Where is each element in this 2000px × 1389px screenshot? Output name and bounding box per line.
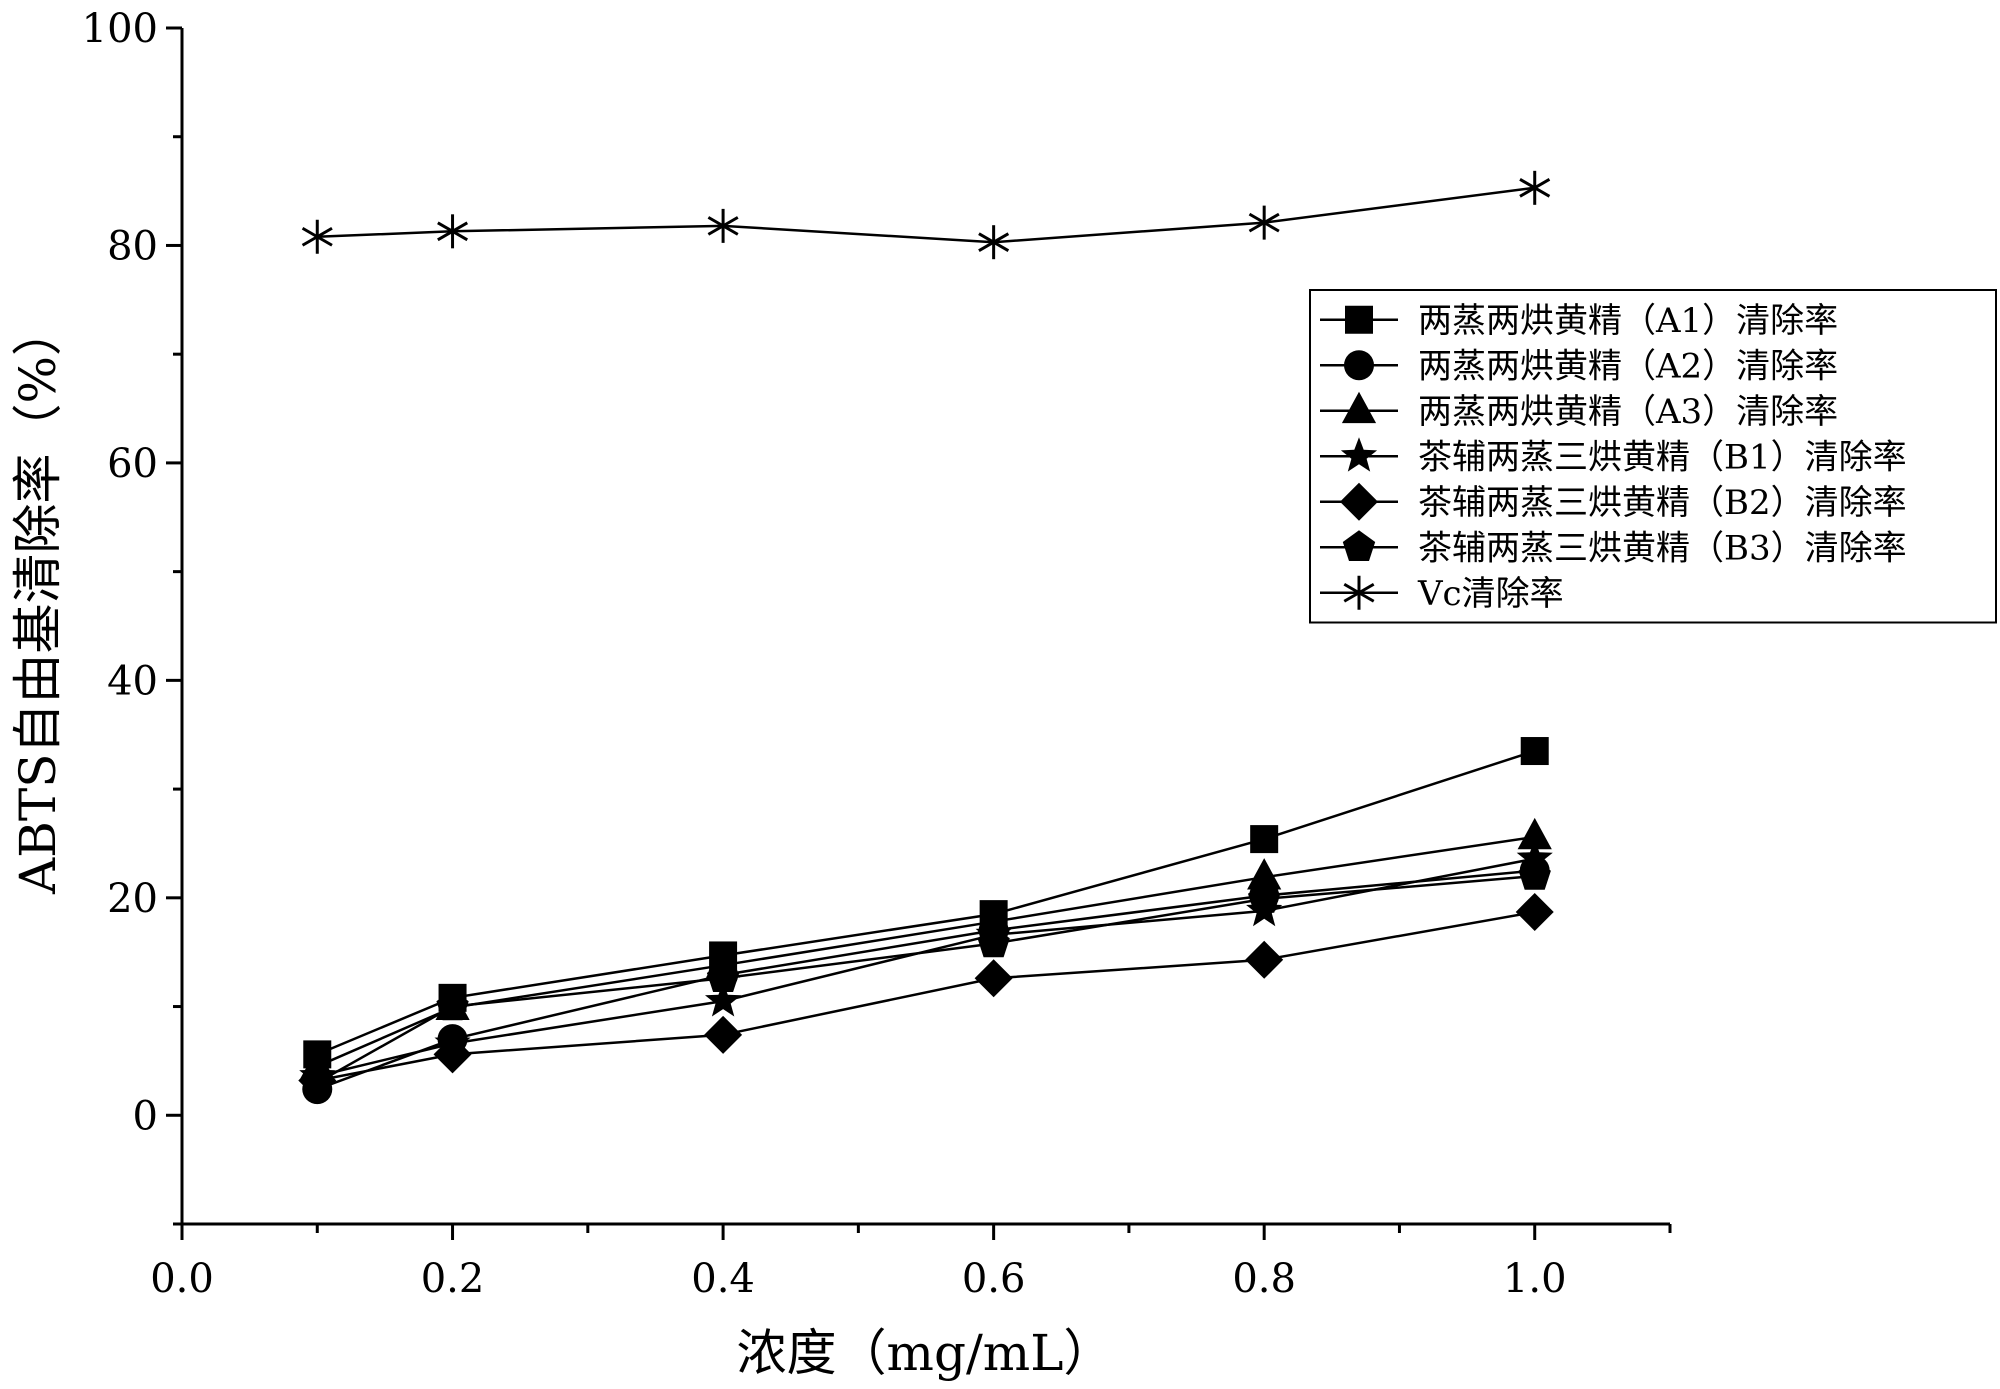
series-line xyxy=(317,857,1535,1078)
marker-asterisk xyxy=(301,219,333,254)
legend-label: 茶辅两蒸三烘黄精（B1）清除率 xyxy=(1418,437,1907,477)
legend-label: 茶辅两蒸三烘黄精（B2）清除率 xyxy=(1418,483,1907,523)
series-line xyxy=(316,835,1535,1068)
marker-triangle xyxy=(1341,391,1377,424)
marker-pentagon xyxy=(706,961,740,992)
x-tick-label: 0.4 xyxy=(691,1256,755,1302)
y-tick-label: 80 xyxy=(107,223,158,269)
x-tick-label: 0.0 xyxy=(150,1256,214,1302)
legend-item: 茶辅两蒸三烘黄精（B2）清除率 xyxy=(1320,482,1907,523)
marker-pentagon xyxy=(977,926,1010,958)
legend-box xyxy=(1309,289,1997,624)
asterisk-stroke xyxy=(437,221,469,242)
axes: 0 20 40 60 80 100 0.0 0.2 0.4 0.6 0.8 1.0 xyxy=(82,6,1672,1302)
marker-diamond xyxy=(433,1035,472,1074)
series-0 xyxy=(303,737,1549,1069)
y-axis-title: ABTS自由基清除率（%） xyxy=(9,306,67,895)
x-tick-label: 0.8 xyxy=(1232,1256,1296,1302)
asterisk-stroke xyxy=(1519,178,1551,198)
x-axis-title: 浓度（mg/mL） xyxy=(737,1324,1114,1382)
asterisk-stroke xyxy=(1343,582,1375,603)
marker-asterisk xyxy=(1343,575,1375,610)
series-line xyxy=(317,186,1535,244)
series-line xyxy=(316,869,1535,1091)
legend-label: 茶辅两蒸三烘黄精（B3）清除率 xyxy=(1418,528,1907,568)
y-tick-label: 100 xyxy=(82,6,158,52)
marker-diamond xyxy=(1245,940,1284,979)
marker-pentagon xyxy=(1342,530,1376,561)
series-line xyxy=(316,874,1535,1084)
marker-diamond xyxy=(704,1015,743,1054)
x-tick-label: 1.0 xyxy=(1503,1256,1567,1302)
marker-pentagon xyxy=(1248,881,1281,913)
asterisk-stroke xyxy=(301,226,333,247)
legend-label: 两蒸两烘黄精（A2）清除率 xyxy=(1418,346,1838,386)
marker-square xyxy=(1250,825,1279,854)
series-6 xyxy=(301,170,1551,260)
marker-circle xyxy=(1344,350,1374,381)
marker-asterisk xyxy=(437,214,469,249)
marker-square xyxy=(1520,737,1549,766)
marker-diamond xyxy=(974,959,1013,998)
legend-item: 茶辅两蒸三烘黄精（B1）清除率 xyxy=(1320,437,1907,477)
y-tick-label: 20 xyxy=(107,876,158,922)
marker-star xyxy=(1516,839,1553,874)
legend-item: 两蒸两烘黄精（A1）清除率 xyxy=(1320,301,1838,341)
marker-star xyxy=(705,982,742,1017)
marker-triangle xyxy=(1247,858,1282,890)
asterisk-stroke xyxy=(978,232,1010,252)
marker-asterisk xyxy=(1248,205,1280,240)
marker-asterisk xyxy=(707,208,739,243)
asterisk-stroke xyxy=(707,216,739,236)
marker-asterisk xyxy=(1519,170,1551,205)
asterisk-stroke xyxy=(1248,212,1280,233)
marker-diamond xyxy=(1515,892,1554,931)
legend-item: 两蒸两烘黄精（A2）清除率 xyxy=(1320,346,1838,386)
marker-triangle xyxy=(1517,817,1552,850)
legend-item: 两蒸两烘黄精（A3）清除率 xyxy=(1320,391,1838,432)
marker-pentagon xyxy=(301,1065,334,1097)
legend-label: Vc清除率 xyxy=(1417,574,1564,614)
x-tick-label: 0.2 xyxy=(421,1256,485,1302)
series-3 xyxy=(299,839,1553,1092)
y-tick-label: 60 xyxy=(107,441,158,487)
marker-square xyxy=(1345,305,1373,334)
series-line xyxy=(316,749,1536,1056)
legend: 两蒸两烘黄精（A1）清除率两蒸两烘黄精（A2）清除率两蒸两烘黄精（A3）清除率茶… xyxy=(1309,289,1997,624)
marker-pentagon xyxy=(436,989,469,1021)
y-tick-label: 40 xyxy=(107,658,158,704)
marker-star xyxy=(1340,437,1378,472)
marker-asterisk xyxy=(978,225,1010,260)
series-5 xyxy=(301,859,1551,1097)
legend-label: 两蒸两烘黄精（A3）清除率 xyxy=(1418,392,1838,432)
series-2 xyxy=(300,817,1552,1079)
series-layer xyxy=(298,170,1554,1105)
x-tick-label: 0.6 xyxy=(962,1256,1026,1302)
legend-item: Vc清除率 xyxy=(1320,574,1564,614)
series-line xyxy=(317,910,1535,1082)
legend-item: 茶辅两蒸三烘黄精（B3）清除率 xyxy=(1320,528,1907,568)
y-tick-label: 0 xyxy=(133,1093,158,1139)
marker-pentagon xyxy=(1518,859,1551,890)
marker-diamond xyxy=(1340,482,1378,521)
legend-label: 两蒸两烘黄精（A1）清除率 xyxy=(1418,301,1838,341)
